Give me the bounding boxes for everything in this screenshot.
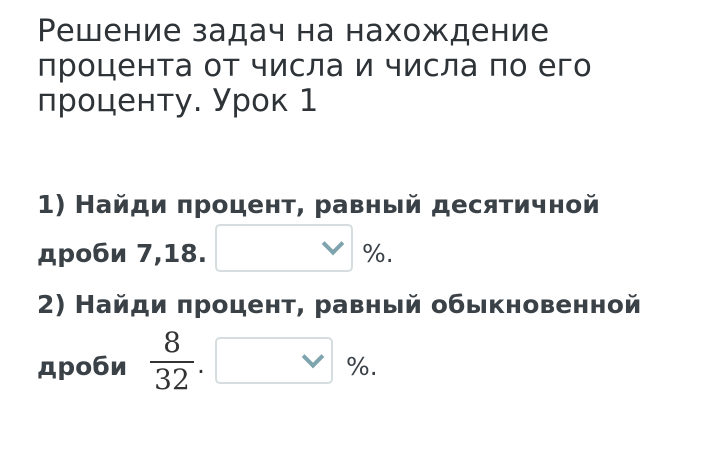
question-2-answer-dropdown[interactable] [215, 337, 333, 384]
fraction: 8 32 [150, 328, 194, 395]
question-2-line-2: дроби [37, 352, 128, 381]
chevron-down-icon [321, 232, 345, 256]
question-2-line-1: 2) Найди процент, равный обыкновенной [37, 290, 642, 319]
question-1-line-2: дроби 7,18. [37, 239, 208, 268]
question-2-percent-suffix: %. [346, 352, 378, 381]
question-1-answer-dropdown[interactable] [215, 224, 353, 272]
question-1-percent-suffix: %. [362, 239, 394, 268]
chevron-down-icon [301, 345, 325, 368]
fraction-numerator: 8 [163, 326, 181, 359]
fraction-dot: . [197, 350, 205, 379]
fraction-bar [150, 361, 194, 363]
fraction-denominator: 32 [154, 363, 190, 396]
page-title: Решение задач на нахождение процента от … [37, 13, 592, 119]
question-1-line-1: 1) Найди процент, равный десятичной [37, 190, 600, 219]
